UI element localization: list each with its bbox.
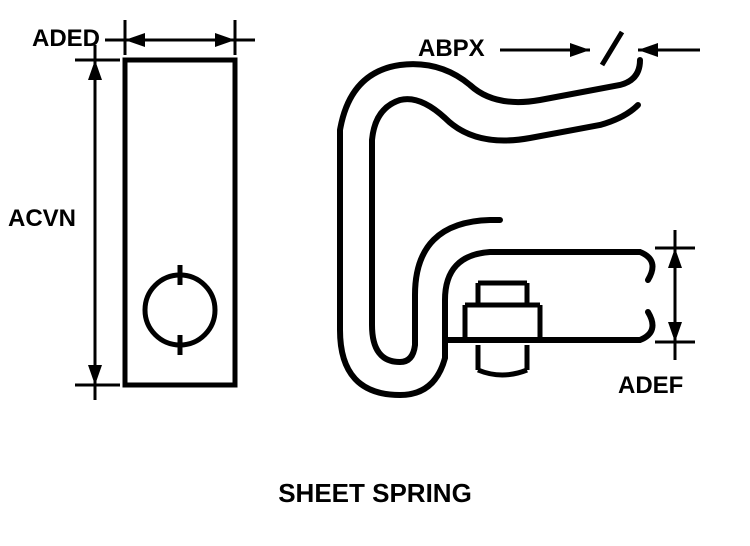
fastener-block <box>465 283 540 375</box>
label-adef: ADEF <box>618 372 683 400</box>
label-abpx: ABPX <box>418 35 485 63</box>
dim-acvn <box>75 45 120 400</box>
label-aded: ADED <box>32 25 100 53</box>
diagram-title: SHEET SPRING <box>278 478 472 509</box>
dim-adef <box>655 230 695 360</box>
spring-lower-arm <box>445 312 653 340</box>
dim-aded <box>105 20 255 55</box>
label-acvn: ACVN <box>8 205 76 233</box>
dim-abpx <box>500 32 700 65</box>
spring-profile-inner <box>372 99 638 362</box>
hole-circle <box>145 275 215 345</box>
